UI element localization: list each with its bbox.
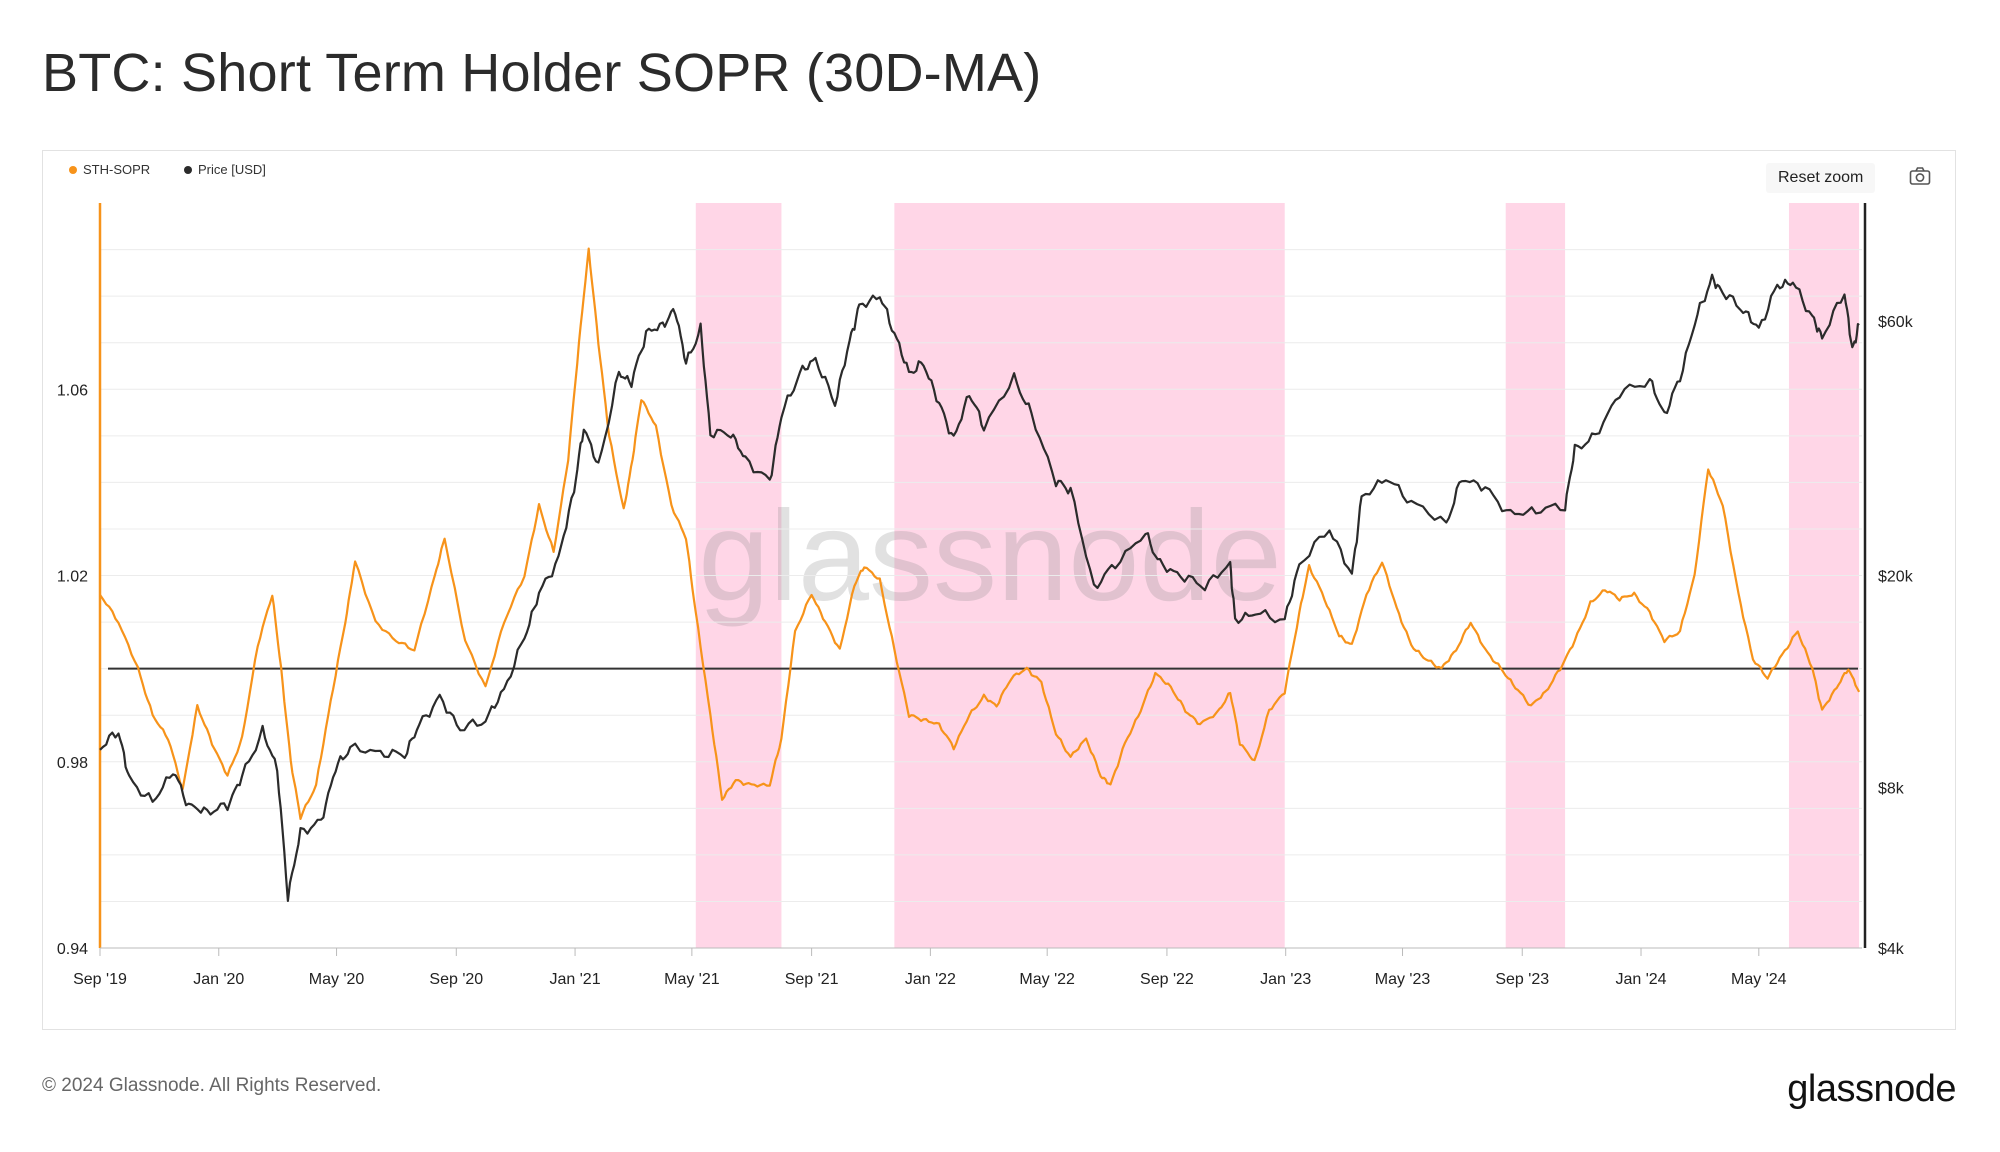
y-left-tick-label: 0.98 bbox=[57, 755, 88, 772]
y-right-tick-label: $8k bbox=[1878, 781, 1905, 798]
page-title: BTC: Short Term Holder SOPR (30D-MA) bbox=[42, 43, 1042, 103]
x-tick-label: Sep '19 bbox=[73, 971, 127, 988]
y-left-tick-label: 0.94 bbox=[57, 941, 88, 958]
camera-icon[interactable] bbox=[1909, 166, 1931, 186]
x-tick-label: Sep '22 bbox=[1140, 971, 1194, 988]
x-tick-label: May '22 bbox=[1019, 971, 1075, 988]
reset-zoom-button[interactable]: Reset zoom bbox=[1766, 163, 1876, 193]
legend[interactable]: STH-SOPR Price [USD] bbox=[69, 162, 266, 177]
legend-sopr-marker bbox=[69, 166, 77, 174]
x-tick-label: May '20 bbox=[309, 971, 365, 988]
tick-labels: Sep '19 Jan '20 May '20 Sep '20 Jan '21 May '… bbox=[57, 314, 1914, 988]
x-tick-label: Jan '22 bbox=[905, 971, 956, 988]
axes bbox=[98, 203, 1867, 949]
x-tick-label: Sep '20 bbox=[429, 971, 483, 988]
series-group bbox=[99, 247, 1861, 902]
x-tick-label: Jan '23 bbox=[1260, 971, 1311, 988]
y-right-tick-label: $60k bbox=[1878, 314, 1914, 331]
chart-panel bbox=[42, 150, 1956, 1030]
watermark: glassnode bbox=[698, 485, 1282, 628]
x-tick-label: May '24 bbox=[1731, 971, 1787, 988]
x-tick-label: Sep '21 bbox=[785, 971, 839, 988]
x-tick-label: May '21 bbox=[664, 971, 720, 988]
x-tick-label: Jan '21 bbox=[550, 971, 601, 988]
glassnode-logo[interactable]: glassnode bbox=[1787, 1068, 1956, 1110]
copyright: © 2024 Glassnode. All Rights Reserved. bbox=[42, 1075, 382, 1096]
legend-sopr-label[interactable]: STH-SOPR bbox=[83, 162, 150, 177]
x-tick-label: Jan '24 bbox=[1615, 971, 1666, 988]
y-right-tick-label: $4k bbox=[1878, 941, 1905, 958]
legend-price-marker bbox=[184, 166, 192, 174]
x-tick-label: Sep '23 bbox=[1495, 971, 1549, 988]
y-right-tick-label: $20k bbox=[1878, 569, 1914, 586]
y-left-tick-label: 1.06 bbox=[57, 382, 88, 399]
x-tick-label: May '23 bbox=[1375, 971, 1431, 988]
sopr-line bbox=[99, 247, 1861, 820]
x-tick-label: Jan '20 bbox=[193, 971, 244, 988]
price-line bbox=[99, 273, 1860, 902]
legend-price-label[interactable]: Price [USD] bbox=[198, 162, 266, 177]
y-left-tick-label: 1.02 bbox=[57, 569, 88, 586]
